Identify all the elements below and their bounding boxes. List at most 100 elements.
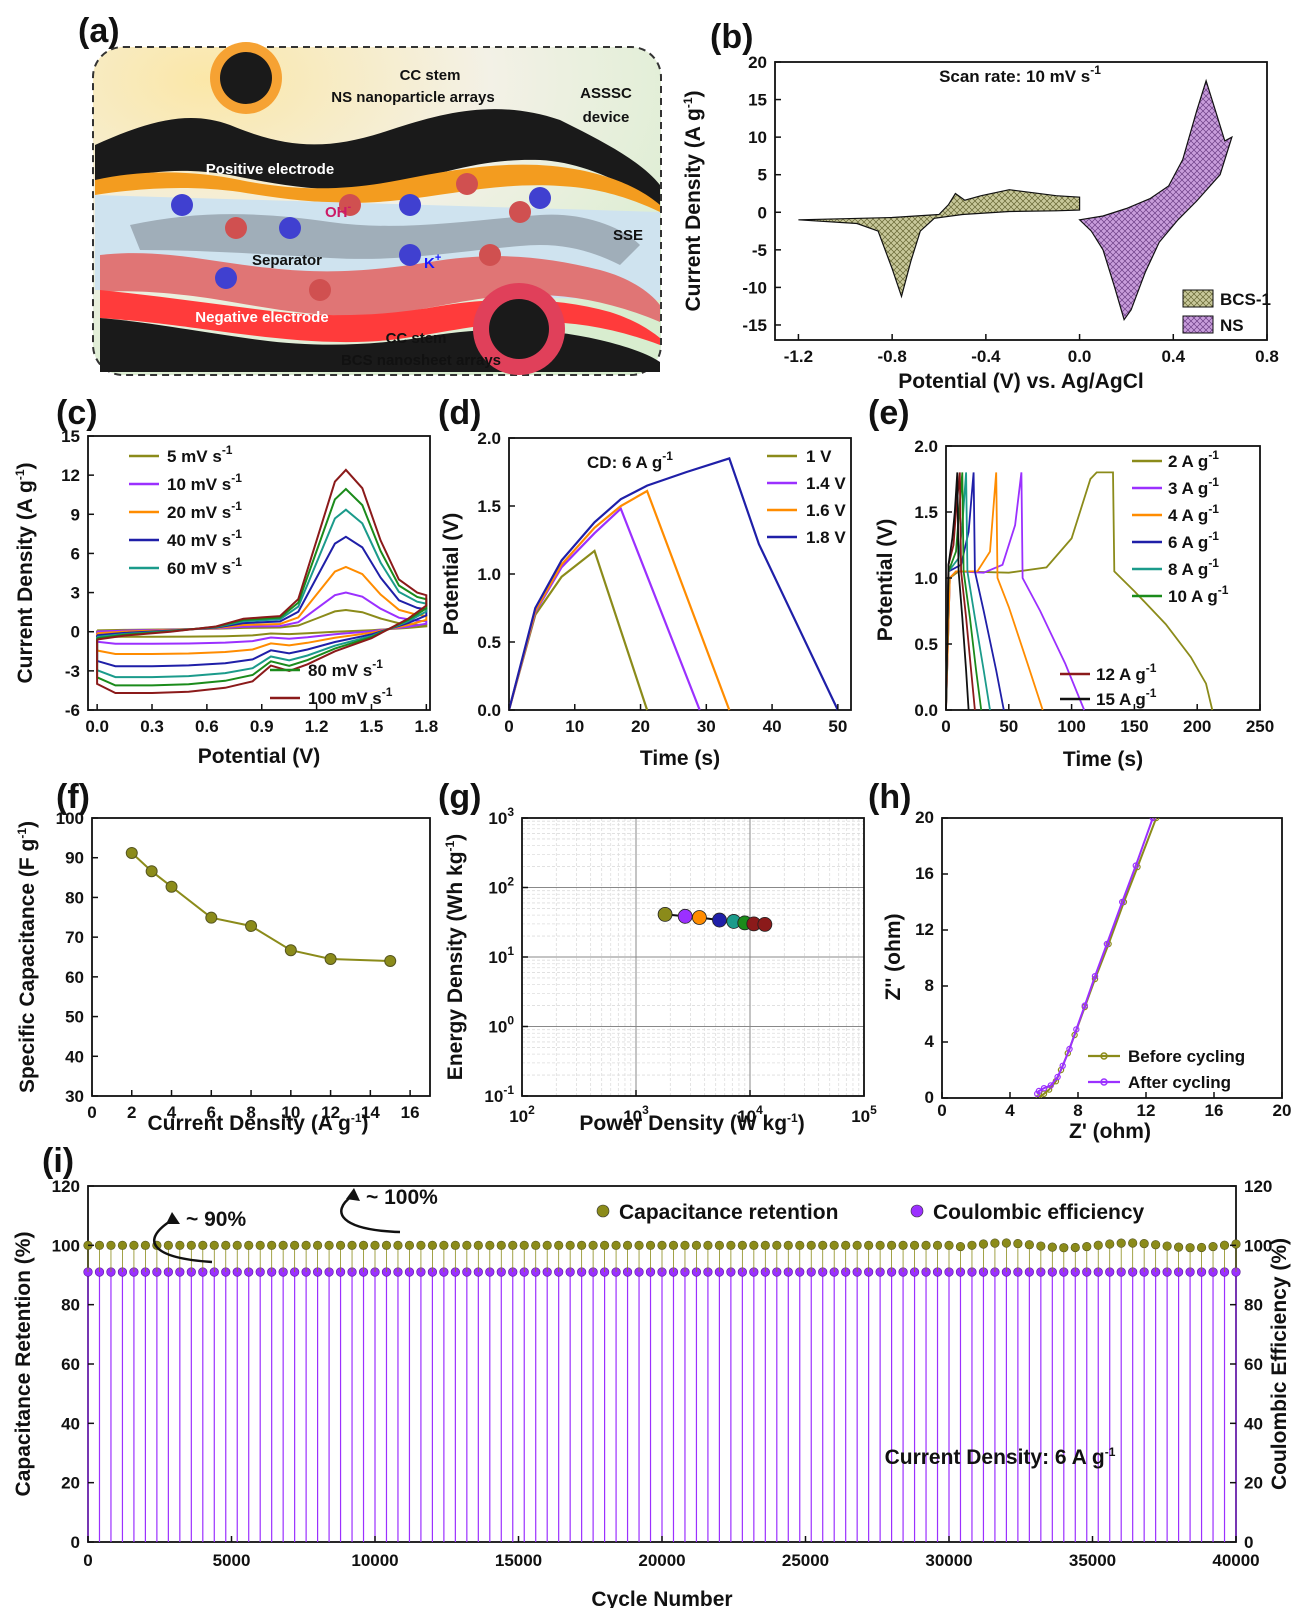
cv-curve xyxy=(96,565,428,655)
cap-point xyxy=(645,1240,656,1250)
gcd-curve xyxy=(945,472,1005,711)
y-tick-label: 1.0 xyxy=(477,565,501,584)
x-axis-label: Time (s) xyxy=(640,747,720,770)
cap-point xyxy=(117,1240,128,1250)
x-axis-label: Z' (ohm) xyxy=(1069,1120,1151,1143)
y-tick-label: 102 xyxy=(488,875,514,898)
y-tick-label: 80 xyxy=(1244,1296,1263,1315)
y-tick-label: 0 xyxy=(758,203,767,222)
cap-point xyxy=(886,1240,897,1250)
nyquist-point xyxy=(1059,1062,1066,1070)
cap-point xyxy=(599,1240,610,1250)
capacitance-point xyxy=(284,944,297,957)
cap-point xyxy=(313,1240,323,1250)
y-tick-label: -15 xyxy=(742,316,767,335)
cap-point xyxy=(1219,1240,1230,1250)
cap-point xyxy=(588,1240,598,1250)
x-axis-label: Potential (V) xyxy=(198,745,321,768)
arrow-label-ce: ~ 90% xyxy=(186,1208,246,1231)
ns-nanoparticle-sphere xyxy=(210,42,282,114)
x-tick-label: 2 xyxy=(127,1103,136,1122)
capacitance-point xyxy=(205,911,218,924)
x-tick-label: 103 xyxy=(623,1103,649,1126)
y-axis-label: Current Density (A g-1) xyxy=(13,462,37,683)
nyquist-point xyxy=(1066,1045,1073,1053)
cap-point xyxy=(1231,1239,1241,1249)
x-tick-label: 6 xyxy=(207,1103,216,1122)
cap-point xyxy=(531,1240,541,1250)
y-tick-label: 0 xyxy=(1244,1533,1253,1552)
x-tick-label: 30 xyxy=(697,717,716,736)
cap-point xyxy=(795,1240,805,1250)
panel-c-label: (c) xyxy=(56,394,98,432)
x-tick-label: 10 xyxy=(281,1103,300,1122)
positive-electrode-layer xyxy=(95,109,660,205)
ns-arrays-text: NS nanoparticle arrays xyxy=(331,89,494,106)
x-tick-label: 16 xyxy=(401,1103,420,1122)
cap-point xyxy=(278,1240,288,1250)
panel-a-label: (a) xyxy=(78,12,120,50)
cap-point xyxy=(163,1240,173,1250)
cap-point xyxy=(955,1241,966,1252)
legend-label: 20 mV s-1 xyxy=(167,499,242,522)
y-axis-label: Current Density (A g-1) xyxy=(681,90,705,311)
cap-point xyxy=(94,1240,105,1250)
cap-point xyxy=(1105,1239,1115,1249)
y-tick-label: 40 xyxy=(65,1047,84,1066)
cap-point xyxy=(370,1240,380,1250)
x-tick-label: 0 xyxy=(83,1551,92,1570)
capacitance-point xyxy=(125,846,138,859)
x-tick-label: 15000 xyxy=(495,1551,542,1570)
nyquist-point xyxy=(1132,862,1140,869)
cap-point xyxy=(519,1240,529,1250)
gcd-curve xyxy=(945,472,970,711)
cap-point xyxy=(1082,1241,1092,1252)
plot-frame xyxy=(87,435,431,711)
cap-point xyxy=(508,1240,518,1250)
cap-point xyxy=(691,1240,702,1250)
x-tick-label: 1.8 xyxy=(415,717,439,736)
x-tick-label: 50 xyxy=(828,717,847,736)
legend-label: 2 A g-1 xyxy=(1168,448,1219,471)
legend-label: Before cycling xyxy=(1128,1047,1245,1066)
cap-point xyxy=(967,1240,977,1250)
x-tick-label: 50 xyxy=(999,717,1018,736)
panel-e-label: (e) xyxy=(868,394,910,432)
cap-point xyxy=(1001,1238,1012,1248)
y-tick-label: -3 xyxy=(65,662,80,681)
capacitance-point xyxy=(165,880,178,893)
legend-label: 1.6 V xyxy=(806,501,846,520)
y-tick-label: 120 xyxy=(1244,1177,1272,1196)
legend-label: 6 A g-1 xyxy=(1168,529,1219,552)
arrow-curve xyxy=(340,1194,401,1234)
x-tick-label: 35000 xyxy=(1069,1551,1116,1570)
legend-label: 1.4 V xyxy=(806,474,846,493)
positive-electrode-orange xyxy=(95,164,660,212)
current-density-annotation: Current Density: 6 A g-1 xyxy=(885,1445,1116,1469)
nyquist-point xyxy=(1035,1094,1043,1098)
y-tick-label: 2.0 xyxy=(914,437,938,456)
y-tick-label: 20 xyxy=(748,53,767,72)
cc-stem-top-text: CC stem xyxy=(400,67,461,84)
cap-point xyxy=(244,1240,254,1250)
cap-point xyxy=(657,1240,667,1250)
y-tick-label: -5 xyxy=(752,241,767,260)
cap-point xyxy=(1070,1242,1080,1253)
legend-label: 100 mV s-1 xyxy=(308,685,393,708)
y-tick-label: 8 xyxy=(925,976,934,995)
cv-curve xyxy=(96,468,428,694)
capacitance-point xyxy=(384,954,397,967)
plot-frame xyxy=(941,817,1283,1099)
cap-point xyxy=(806,1240,816,1250)
cap-point xyxy=(1093,1240,1103,1250)
cap-point xyxy=(944,1240,954,1250)
cap-point xyxy=(1151,1240,1161,1250)
y-tick-label: 0 xyxy=(71,1533,80,1552)
legend-label: NS xyxy=(1220,316,1244,335)
cap-point xyxy=(921,1240,931,1250)
y-tick-label: 90 xyxy=(65,849,84,868)
x-tick-label: 100 xyxy=(1057,717,1085,736)
y-tick-label: 103 xyxy=(488,805,514,828)
negative-electrode-text: Negative electrode xyxy=(195,309,328,326)
positive-electrode-text: Positive electrode xyxy=(206,161,334,178)
